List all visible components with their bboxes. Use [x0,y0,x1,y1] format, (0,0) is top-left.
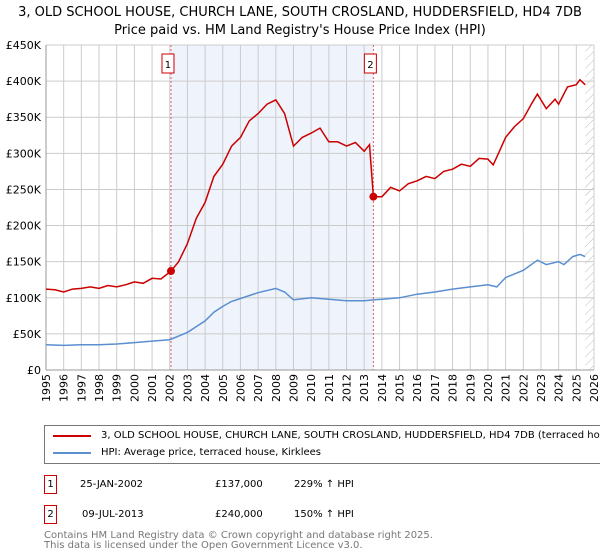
x-tick-label: 1995 [40,374,53,402]
x-tick-label: 2013 [358,374,371,402]
x-tick-label: 2017 [429,374,442,402]
legend-label-property: 3, OLD SCHOOL HOUSE, CHURCH LANE, SOUTH … [101,430,600,441]
x-tick-label: 2012 [341,374,354,402]
legend-label-hpi: HPI: Average price, terraced house, Kirk… [101,447,322,458]
legend-swatch-hpi [53,451,91,454]
y-tick-label: £400K [6,75,42,88]
x-tick-label: 2016 [411,374,424,402]
y-tick-label: £100K [6,292,42,305]
x-tick-label: 1997 [75,374,88,402]
x-tick-label: 2023 [535,374,548,402]
x-tick-label: 2006 [234,374,247,402]
transaction-badge: 2 [44,505,57,524]
x-tick-label: 2002 [164,374,177,402]
subtitle-line: Price paid vs. HM Land Registry's House … [114,23,486,38]
x-tick-label: 2010 [305,374,318,402]
x-tick-label: 1996 [58,374,71,402]
y-tick-label: £0 [27,364,41,377]
x-tick-label: 2008 [270,374,283,402]
x-tick-label: 2014 [376,374,389,402]
marker-badge [161,53,175,74]
sale-point [369,192,378,201]
price-chart: 1995 1996 1997 1998 1999 2000 2001 2002 2003 2004… [6,39,600,402]
marker-badge-label: 1 [165,60,171,71]
x-tick-label: 2026 [588,374,600,402]
y-tick-label: £250K [6,183,42,196]
x-tick-label: 2009 [287,374,300,402]
transaction-price: £240,000 [215,509,263,520]
marker-badge [363,53,377,74]
x-tick-label: 2003 [181,374,194,402]
x-tick-label: 2001 [146,374,159,402]
footer: Contains HM Land Registry data © Crown c… [44,531,433,551]
x-tick-label: 1999 [111,374,124,402]
y-tick-label: £450K [6,39,42,52]
transaction-badge: 1 [44,475,57,494]
property-series-line [45,78,586,293]
marker-badge-label: 2 [367,60,373,71]
y-tick-label: £150K [6,256,42,269]
sale-point [166,267,175,276]
legend-item-hpi: HPI: Average price, terraced house, Kirk… [53,447,321,458]
footer-licence: This data is licensed under the Open Gov… [44,540,363,551]
x-tick-label: 2000 [128,374,141,402]
x-tick-label: 2022 [517,374,530,402]
title-line: 3, OLD SCHOOL HOUSE, CHURCH LANE, SOUTH … [18,5,582,20]
x-tick-label: 2004 [199,374,212,402]
y-tick-label: £200K [6,220,42,233]
chart-title: 3, OLD SCHOOL HOUSE, CHURCH LANE, SOUTH … [0,4,600,40]
legend-swatch-property [53,434,91,437]
transaction-hpi: 229% ↑ HPI [294,479,354,490]
ownership-shade [170,45,374,370]
y-tick-label: £300K [6,147,42,160]
x-tick-label: 2021 [500,374,513,402]
x-tick-label: 2011 [323,374,336,402]
x-tick-label: 2025 [570,374,583,402]
y-tick-label: £50K [13,328,42,341]
x-tick-label: 2020 [482,374,495,402]
legend-item-property: 3, OLD SCHOOL HOUSE, CHURCH LANE, SOUTH … [53,430,600,441]
x-tick-label: 2018 [447,374,460,402]
x-tick-label: 2015 [394,374,407,402]
legend: 3, OLD SCHOOL HOUSE, CHURCH LANE, SOUTH … [44,425,600,464]
x-tick-label: 2007 [252,374,265,402]
transaction-hpi: 150% ↑ HPI [294,509,354,520]
footer-copyright: Contains HM Land Registry data © Crown c… [44,530,433,541]
x-tick-label: 2024 [553,374,566,402]
transaction-price: £137,000 [215,479,263,490]
transaction-date: 25-JAN-2002 [80,479,144,490]
forecast-hatch [585,45,594,370]
x-tick-label: 2019 [464,374,477,402]
y-tick-label: £350K [6,111,42,124]
transaction-date: 09-JUL-2013 [82,509,144,520]
x-tick-label: 2005 [217,374,230,402]
hpi-series-line [45,253,586,347]
x-tick-label: 1998 [93,374,106,402]
